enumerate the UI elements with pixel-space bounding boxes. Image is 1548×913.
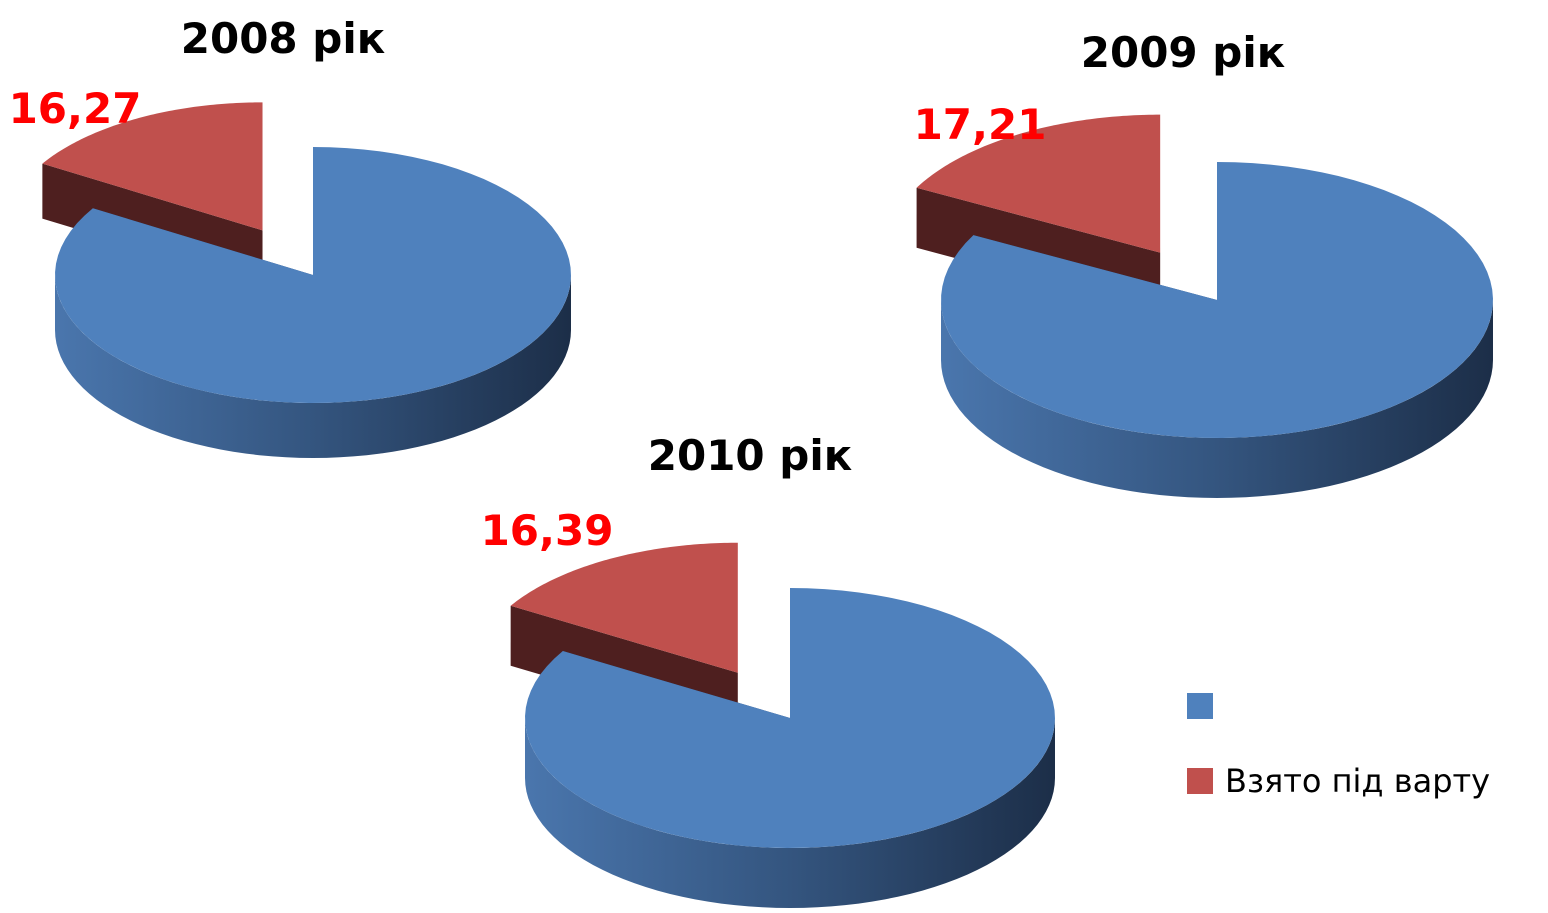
legend-swatch: [1187, 768, 1213, 794]
data-label: 16,39: [481, 506, 614, 555]
slice: [916, 114, 1161, 253]
slice: [510, 542, 738, 673]
chart-title: 2009 рік: [1081, 28, 1285, 77]
slice: [42, 102, 263, 231]
legend-label: Взято під варту: [1225, 762, 1490, 800]
slice: [941, 162, 1493, 438]
slice: [525, 588, 1055, 848]
data-label: 17,21: [914, 100, 1047, 149]
chart-title: 2010 рік: [648, 431, 852, 480]
slice-side: [525, 718, 1055, 908]
slice-side: [941, 300, 1493, 498]
legend-swatch: [1187, 693, 1213, 719]
data-label: 16,27: [9, 84, 142, 133]
chart-title: 2008 рік: [181, 14, 385, 63]
slice: [55, 147, 571, 403]
slice-side: [55, 275, 571, 458]
